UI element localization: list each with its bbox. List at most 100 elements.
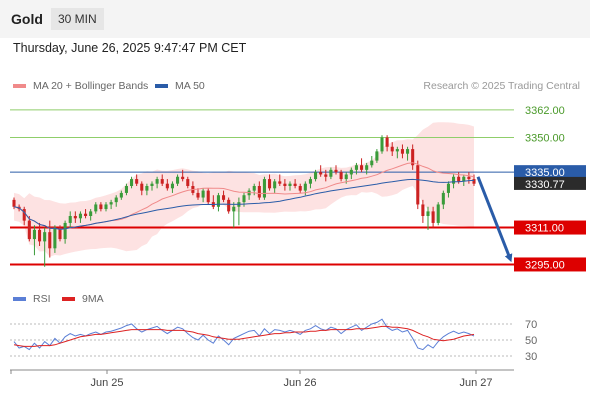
candle-body [227, 199, 231, 212]
candle-body [216, 195, 220, 207]
candle-body [298, 186, 302, 191]
candle-body [446, 183, 450, 193]
candle-body [324, 174, 328, 177]
candle-body [181, 176, 185, 180]
candle-body [262, 179, 266, 198]
candle-body [140, 183, 144, 191]
candle-body [257, 186, 261, 198]
rsi-tick-30: 30 [525, 351, 537, 363]
candle-body [411, 149, 415, 166]
last-price-label: 3330.77 [525, 179, 565, 191]
candle-body [232, 206, 236, 212]
candle-body [283, 183, 287, 186]
candle-body [206, 190, 210, 203]
ma50-legend-swatch [155, 84, 168, 88]
candle-body [176, 176, 180, 184]
candle-body [339, 172, 343, 180]
x-tick-label: Jun 26 [283, 377, 316, 389]
candle-body [201, 190, 205, 198]
instrument-title: Gold [11, 11, 43, 27]
candle-body [380, 137, 384, 152]
candle-body [58, 227, 62, 240]
candle-body [73, 216, 77, 219]
candle-body [170, 183, 174, 189]
candle-body [441, 192, 445, 205]
candle-body [242, 195, 246, 203]
candle-body [303, 183, 307, 191]
level-label-3335: 3335.00 [525, 167, 565, 179]
candle-body [334, 169, 338, 173]
candle-body [12, 199, 16, 207]
candle-body [222, 195, 226, 200]
candle-body [114, 197, 118, 203]
candle-body [370, 160, 374, 166]
timeframe-badge[interactable]: 30 MIN [51, 8, 104, 30]
level-box-3295 [514, 257, 586, 272]
rsi-ma-legend-swatch [62, 297, 75, 301]
candle-body [94, 204, 98, 212]
candle-body [273, 181, 277, 189]
candle-body [22, 209, 26, 221]
candle-body [349, 169, 353, 175]
candle-body [252, 186, 256, 191]
level-box-3335 [514, 165, 586, 180]
candle-body [360, 165, 364, 170]
level-label-3350: 3350.00 [525, 133, 565, 145]
rsi-ma-legend-label: 9MA [82, 293, 104, 305]
candle-body [150, 183, 154, 186]
level-label-3362: 3362.00 [525, 105, 565, 117]
candle-body [27, 220, 31, 240]
level-label-3311: 3311.00 [525, 223, 564, 235]
rsi-tick-70: 70 [525, 319, 537, 331]
candle-body [293, 183, 297, 186]
ma50-legend-label: MA 50 [175, 80, 205, 92]
candle-body [426, 211, 430, 216]
candle-body [314, 172, 318, 180]
candle-body [278, 181, 282, 184]
candle-body [452, 176, 456, 184]
ma20-legend-swatch [13, 84, 26, 88]
candle-body [472, 179, 476, 184]
candle-body [400, 149, 404, 154]
candle-body [416, 165, 420, 205]
candle-body [385, 137, 389, 147]
candle-body [119, 192, 123, 198]
candle-body [130, 179, 134, 186]
candle-body [63, 222, 67, 240]
candle-body [124, 186, 128, 193]
candle-body [344, 174, 348, 180]
candle-body [109, 202, 113, 205]
candle-body [68, 216, 72, 223]
candle-body [78, 213, 82, 219]
candle-body [84, 213, 88, 216]
rsi-legend-label: RSI [33, 293, 51, 305]
x-tick-label: Jun 25 [90, 377, 123, 389]
candle-body [457, 176, 461, 182]
candle-body [165, 183, 169, 189]
candle-body [38, 229, 42, 242]
candle-body [288, 183, 292, 186]
candle-body [436, 204, 440, 223]
candle-body [431, 211, 435, 223]
credit-text: Research © 2025 Trading Central [423, 80, 580, 92]
candle-body [48, 232, 52, 249]
bollinger-band [14, 122, 474, 257]
candle-body [160, 179, 164, 184]
candle-body [421, 204, 425, 216]
level-label-3295: 3295.00 [525, 259, 565, 271]
candle-body [354, 165, 358, 170]
candle-body [196, 192, 200, 198]
rsi-tick-50: 50 [525, 335, 537, 347]
candle-body [308, 179, 312, 184]
candle-body [395, 149, 399, 152]
ma50-line [13, 178, 475, 230]
candle-body [104, 204, 108, 210]
candle-body [329, 169, 333, 177]
rsi-ma-line [13, 325, 475, 347]
candle-body [89, 211, 93, 216]
candle-body [135, 179, 139, 184]
candle-body [268, 179, 272, 189]
forecast-arrow [476, 176, 513, 263]
rsi-legend-swatch [13, 297, 26, 301]
